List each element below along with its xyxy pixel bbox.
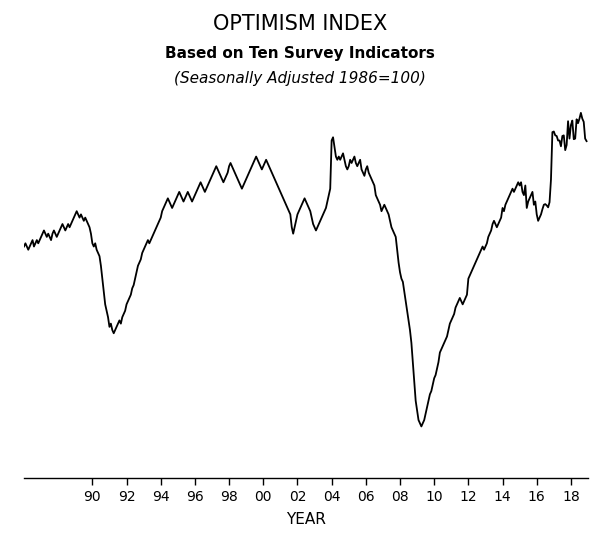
Text: (Seasonally Adjusted 1986=100): (Seasonally Adjusted 1986=100) [174,71,426,86]
X-axis label: YEAR: YEAR [286,512,326,527]
Text: Based on Ten Survey Indicators: Based on Ten Survey Indicators [165,46,435,61]
Text: OPTIMISM INDEX: OPTIMISM INDEX [213,14,387,34]
